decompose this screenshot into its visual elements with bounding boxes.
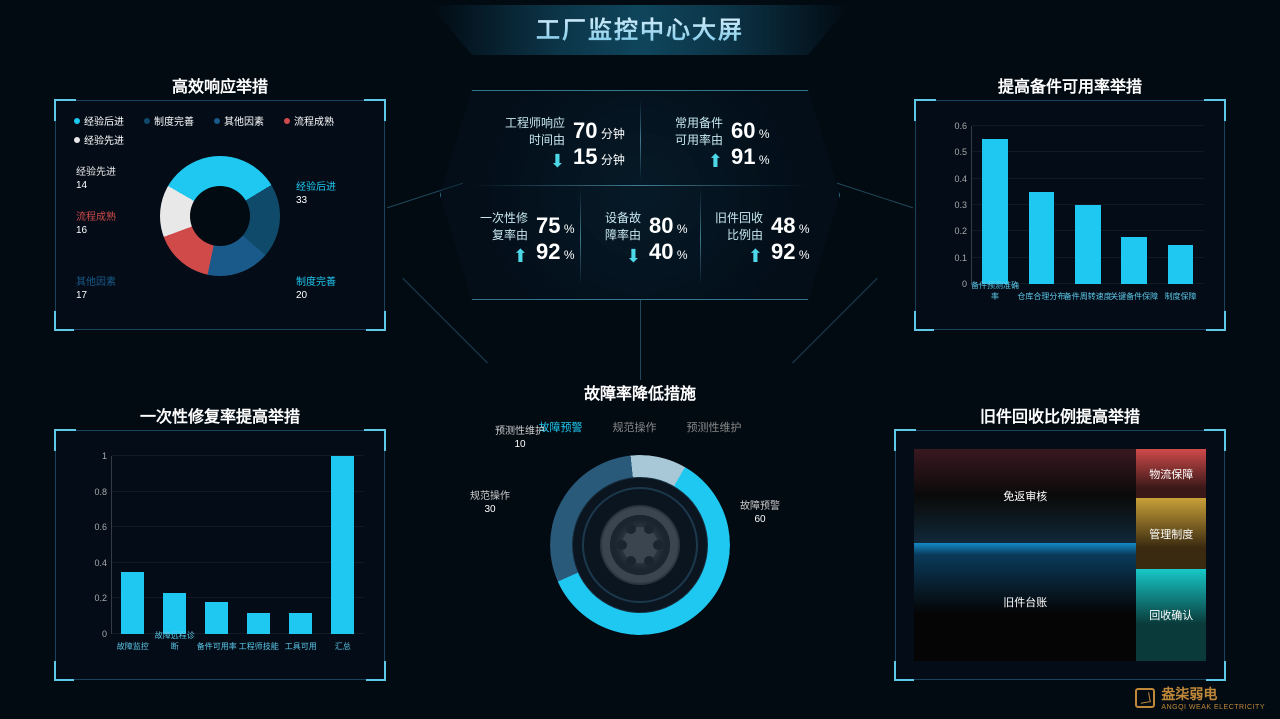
bar-label: 汇总 (321, 641, 365, 652)
bar (289, 613, 312, 634)
donut-callout: 预测性维护10 (495, 425, 545, 451)
donut-callout: 其他因素17 (76, 276, 116, 302)
donut-callout: 流程成熟16 (76, 211, 116, 237)
bar-label: 备件预测准确率 (971, 280, 1020, 302)
bar (205, 602, 228, 634)
bar-label: 故障远程诊断 (153, 630, 197, 652)
gear-donut-chart (550, 455, 730, 635)
treemap-cell: 物流保障 (1136, 449, 1206, 498)
bar-chart: 00.10.20.30.40.50.6备件预测准确率仓库合理分布备件周转速度关键… (946, 126, 1209, 299)
bar-label: 故障监控 (111, 641, 155, 652)
bar (982, 139, 1008, 284)
kpi-cell: 一次性修复率由⬆75 %92 % (470, 200, 595, 279)
donut-callout: 经验先进14 (76, 166, 116, 192)
donut-callout: 故障预警60 (740, 500, 780, 526)
panel-spare-availability: 提高备件可用率举措 00.10.20.30.40.50.6备件预测准确率仓库合理… (915, 100, 1225, 330)
panel-title: 一次性修复率提高举措 (56, 403, 384, 427)
bar (1075, 205, 1101, 284)
bar (121, 572, 144, 634)
section-title: 故障率降低措施 (440, 380, 840, 404)
tab[interactable]: 故障预警 (539, 419, 583, 435)
panel-title: 提高备件可用率举措 (916, 73, 1224, 97)
kpi-cell: 常用备件可用率由⬆60 %91 % (665, 105, 810, 184)
bar (331, 456, 354, 634)
bar (247, 613, 270, 634)
bar-label: 工程师技能 (237, 641, 281, 652)
panel-recycle-rate: 旧件回收比例提高举措 免返审核旧件台账 物流保障管理制度回收确认 (895, 430, 1225, 680)
center-failure-reduction: 故障率降低措施 故障预警 规范操作 预测性维护 故障预警60 规范操作30 预测性维护1… (440, 380, 840, 635)
page-title: 工厂监控中心大屏 (470, 10, 810, 45)
panel-response-measures: 高效响应举措 经验后进制度完善其他因素流程成熟经验先进 经验后进33制度完善20… (55, 100, 385, 330)
watermark: 盎柒弱电 ANGQI WEAK ELECTRICITY (1135, 684, 1265, 711)
kpi-cell: 设备故障率由⬇80 %40 % (595, 200, 705, 279)
legend-item: 其他因素 (214, 113, 264, 128)
legend-item: 经验后进 (74, 113, 124, 128)
bar (163, 593, 186, 634)
panel-title: 旧件回收比例提高举措 (896, 403, 1224, 427)
bar (1121, 237, 1147, 284)
bar-label: 关键备件保障 (1110, 291, 1159, 302)
donut-callout: 规范操作30 (470, 490, 510, 516)
bar-chart: 00.20.40.60.81故障监控故障远程诊断备件可用率工程师技能工具可用汇总 (86, 456, 369, 649)
bar-label: 工具可用 (279, 641, 323, 652)
bar-label: 备件周转速度 (1063, 291, 1112, 302)
tab[interactable]: 预测性维护 (687, 419, 742, 435)
dashboard-header: 工厂监控中心大屏 (470, 10, 810, 60)
treemap-cell: 回收确认 (1136, 569, 1206, 661)
treemap-cell: 管理制度 (1136, 498, 1206, 569)
bar (1029, 192, 1055, 284)
panel-title: 高效响应举措 (56, 73, 384, 97)
kpi-cell: 工程师响应时间由⬇70 分钟15 分钟 (495, 105, 660, 184)
gear-icon (610, 515, 670, 575)
treemap-chart: 免返审核旧件台账 物流保障管理制度回收确认 (914, 449, 1206, 661)
tab[interactable]: 规范操作 (613, 419, 657, 435)
logo-icon (1135, 688, 1155, 708)
legend-item: 制度完善 (144, 113, 194, 128)
bar-label: 仓库合理分布 (1017, 291, 1066, 302)
bar-label: 备件可用率 (195, 641, 239, 652)
kpi-hexagon: 工程师响应时间由⬇70 分钟15 分钟常用备件可用率由⬆60 %91 % 一次性修… (440, 90, 840, 300)
donut-callout: 制度完善20 (296, 276, 336, 302)
donut-legend: 经验后进 制度完善 其他因素 流程成熟经验先进 (74, 113, 366, 147)
legend-item: 流程成熟 (284, 113, 334, 128)
kpi-cell: 旧件回收比例由⬆48 %92 % (705, 200, 825, 279)
legend-item: 经验先进 (74, 132, 124, 147)
donut-callout: 经验后进33 (296, 181, 336, 207)
bar-label: 制度保障 (1156, 291, 1205, 302)
donut-chart (160, 156, 280, 276)
bar (1168, 245, 1194, 285)
treemap-cell: 免返审核 (914, 449, 1136, 543)
panel-repair-rate: 一次性修复率提高举措 00.20.40.60.81故障监控故障远程诊断备件可用率… (55, 430, 385, 680)
treemap-cell: 旧件台账 (914, 543, 1136, 661)
